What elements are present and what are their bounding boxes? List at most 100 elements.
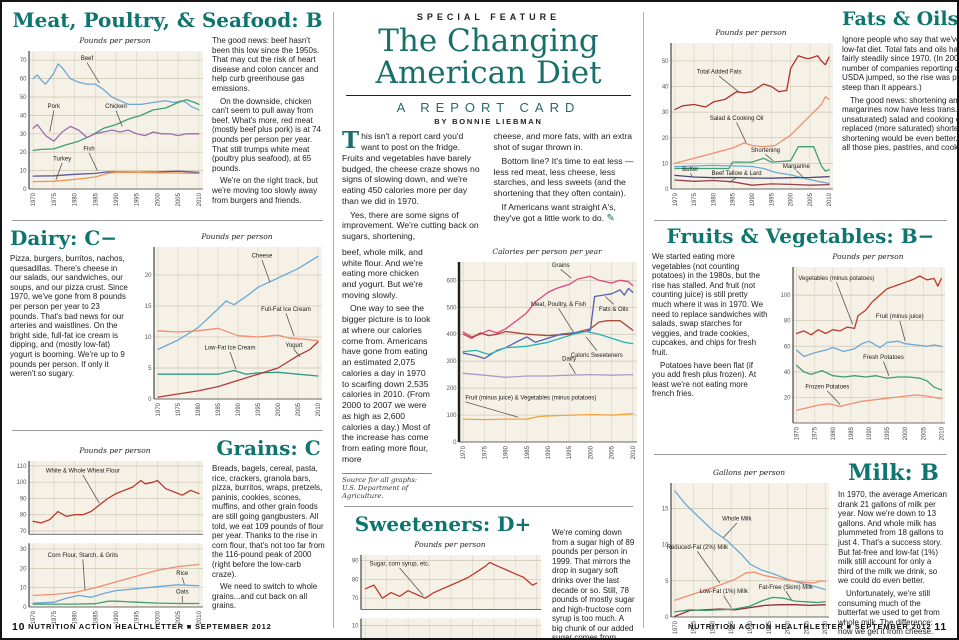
svg-text:Beef: Beef <box>81 56 94 62</box>
section-sweeteners: Sweeteners: D+ Pounds per person 70 80 90 Su… <box>342 512 635 638</box>
svg-text:Sugar, corn syrup, etc.: Sugar, corn syrup, etc. <box>370 561 430 567</box>
intro-text: Bottom line? It's time to eat less — les… <box>493 155 634 199</box>
divider <box>12 430 323 431</box>
fats-body: Ignore people who say that we've been on… <box>842 35 957 153</box>
page-number-right: 11 <box>934 621 947 633</box>
sweeteners-chart-block: Sweeteners: D+ Pounds per person 70 80 90 Su… <box>342 512 544 638</box>
svg-text:1985: 1985 <box>849 426 855 440</box>
svg-text:2000: 2000 <box>276 402 282 416</box>
svg-text:5: 5 <box>665 579 669 585</box>
svg-text:Fat-Free (Skim) Milk: Fat-Free (Skim) Milk <box>759 585 814 591</box>
svg-text:1985: 1985 <box>216 402 222 416</box>
svg-text:1970: 1970 <box>156 402 162 416</box>
svg-text:0: 0 <box>23 187 27 193</box>
svg-text:1970: 1970 <box>673 620 679 634</box>
intro-col-2: cheese, and more fats, with an extra sho… <box>494 131 636 244</box>
section-milk: Gallons per person 0 5 10 15 Whole Milk Reduce… <box>652 460 949 638</box>
fruitveg-chart-title: Pounds per person <box>832 252 904 261</box>
kicker: SPECIAL FEATURE <box>416 12 561 22</box>
svg-text:Salad & Cooking Oil: Salad & Cooking Oil <box>710 116 764 122</box>
paragraph: Potatoes have been flat (if you add fres… <box>652 360 757 399</box>
svg-text:2000: 2000 <box>786 620 792 634</box>
svg-text:0: 0 <box>665 615 669 621</box>
svg-text:500: 500 <box>446 305 457 311</box>
svg-text:2005: 2005 <box>921 426 927 440</box>
calories-chart-title: Calories per person per year <box>492 246 602 256</box>
svg-text:0: 0 <box>453 440 457 446</box>
fruitveg-title: Fruits & Vegetables: B− <box>666 224 935 248</box>
svg-text:70: 70 <box>20 58 27 64</box>
svg-text:2005: 2005 <box>176 610 182 624</box>
intro-col-1-continued: beef, whole milk, and white flour. And w… <box>342 247 432 501</box>
svg-text:Turkey: Turkey <box>53 156 71 162</box>
svg-text:Whole Milk: Whole Milk <box>722 517 752 523</box>
svg-text:1975: 1975 <box>482 445 488 459</box>
divider <box>12 220 323 221</box>
svg-text:1990: 1990 <box>748 620 754 634</box>
milk-text-block: Milk: B In 1970, the average American dr… <box>838 460 949 638</box>
sweeteners-chart-title: Pounds per person <box>414 539 486 549</box>
svg-text:2010: 2010 <box>316 402 322 416</box>
svg-text:400: 400 <box>446 332 457 338</box>
svg-text:80: 80 <box>352 577 359 583</box>
svg-text:2000: 2000 <box>155 192 161 206</box>
meat-chart: 0 10 20 30 40 50 60 70 Beef Chicken Pork Fish Turkey… <box>20 51 203 206</box>
svg-text:1980: 1980 <box>710 620 716 634</box>
section-dairy: Dairy: C− Pizza, burgers, burritos, nach… <box>10 226 325 425</box>
fruitveg-chart: 20 40 60 80 100 Vegetables (minus potatoes) Fr… <box>780 267 945 440</box>
svg-text:60: 60 <box>20 77 27 83</box>
grains-chart: 70 80 90 100 110 White & Whole Wheat Flour 0 10… <box>16 461 203 624</box>
column-divider <box>643 12 644 628</box>
milk-chart: 0 5 10 15 Whole Milk Reduced-Fat (2%) Milk Low… <box>662 483 829 634</box>
feature-title: The Changing American Diet <box>342 25 635 89</box>
intro-col-1: This isn't a report card you'd want to p… <box>342 127 484 244</box>
svg-text:1975: 1975 <box>52 192 58 206</box>
footer-right-text: NUTRITION ACTION HEALTHLETTER ■ SEPTEMBE… <box>687 622 932 631</box>
fats-chart: 0 10 20 30 40 50 Total Added Fats Salad & Cooki… <box>662 43 833 206</box>
dairy-chart-title: Pounds per person <box>201 232 273 241</box>
footer-right: NUTRITION ACTION HEALTHLETTER ■ SEPTEMBE… <box>688 621 947 633</box>
fruitveg-chart-container: Pounds per person 20 40 60 80 100 Vegetables (… <box>774 252 948 449</box>
svg-text:1980: 1980 <box>711 192 717 206</box>
paragraph: In 1970, the average American drank 21 g… <box>838 490 947 586</box>
svg-text:20: 20 <box>20 150 27 156</box>
svg-text:90: 90 <box>20 496 27 502</box>
fruitveg-body: We started eating more vegetables (not c… <box>652 252 768 402</box>
svg-text:Fish: Fish <box>83 146 94 152</box>
svg-text:1985: 1985 <box>729 620 735 634</box>
title-line-2: American Diet <box>375 55 602 92</box>
grains-text-block: Grains: C Breads, bagels, cereal, pasta,… <box>212 436 325 614</box>
svg-text:10: 10 <box>662 161 669 167</box>
paragraph: Breads, bagels, cereal, pasta, rice, cra… <box>212 464 325 579</box>
grains-body: Breads, bagels, cereal, pasta, rice, cra… <box>212 464 325 611</box>
svg-text:White & Whole Wheat Flour: White & Whole Wheat Flour <box>46 468 120 474</box>
svg-text:1970: 1970 <box>31 192 37 206</box>
section-meat: Meat, Poultry, & Seafood: B Pounds per p… <box>10 10 325 215</box>
byline: BY BONNIE LIEBMAN <box>434 117 543 127</box>
feature-header: SPECIAL FEATURE The Changing American Di… <box>342 12 635 126</box>
svg-text:Frozen Potatoes: Frozen Potatoes <box>805 384 849 390</box>
svg-text:1995: 1995 <box>885 426 891 440</box>
meat-body: The good news: beef hasn't been this low… <box>212 36 325 208</box>
left-column: Meat, Poultry, & Seafood: B Pounds per p… <box>2 2 333 638</box>
svg-text:Fruit (minus juice) & Vegetabl: Fruit (minus juice) & Vegetables (minus … <box>465 395 596 401</box>
svg-text:80: 80 <box>784 319 791 325</box>
grains-chart-container: Pounds per person 70 80 90 100 110 White & Who… <box>10 446 206 633</box>
footer-left-text: NUTRITION ACTION HEALTHLETTER ■ SEPTEMBE… <box>28 622 272 631</box>
milk-chart-title: Gallons per person <box>712 468 786 477</box>
svg-text:Grains: Grains <box>552 263 570 269</box>
paragraph: We're coming down from a sugar high of 8… <box>552 527 635 638</box>
svg-text:1980: 1980 <box>504 445 510 459</box>
svg-text:30: 30 <box>20 547 27 553</box>
paragraph: cheese, and more fats, with an extra sho… <box>494 131 636 152</box>
milk-chart-container: Gallons per person 0 5 10 15 Whole Milk Reduce… <box>652 468 832 638</box>
title-rule <box>346 95 631 97</box>
right-column: Pounds per person 0 10 20 30 40 50 Total Added … <box>644 2 957 638</box>
intro-text: cheese, and more fats, with an extra sho… <box>493 131 633 153</box>
meat-title: Meat, Poultry, & Seafood: B <box>12 8 323 32</box>
meat-chart-container: Pounds per person 0 10 20 30 40 50 60 70 Beef Chic… <box>10 36 206 215</box>
svg-text:Dairy: Dairy <box>562 356 576 362</box>
svg-text:1985: 1985 <box>731 192 737 206</box>
svg-text:1990: 1990 <box>236 402 242 416</box>
svg-text:5: 5 <box>148 366 152 372</box>
